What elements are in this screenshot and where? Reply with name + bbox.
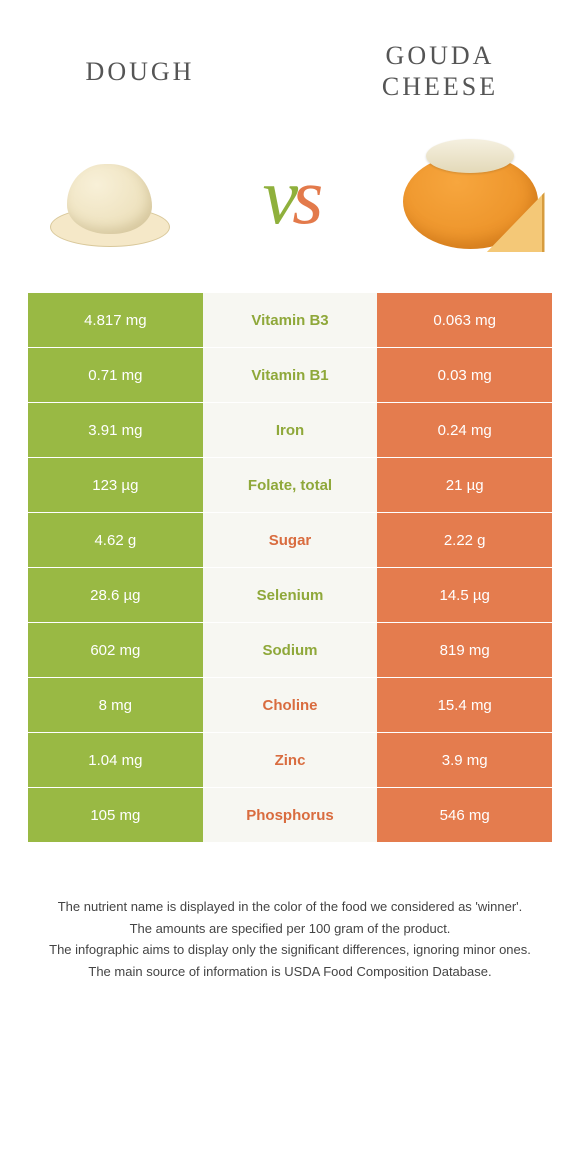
nutrient-name: Vitamin B1 [203, 348, 378, 402]
nutrient-name: Selenium [203, 568, 378, 622]
left-food-label: Dough [40, 56, 240, 87]
left-value: 123 µg [28, 458, 203, 512]
footer-line: The main source of information is USDA F… [30, 962, 550, 982]
nutrient-name: Choline [203, 678, 378, 732]
nutrient-name: Vitamin B3 [203, 293, 378, 347]
nutrient-name: Phosphorus [203, 788, 378, 842]
left-value: 1.04 mg [28, 733, 203, 787]
right-food-label: Gouda cheese [340, 40, 540, 102]
footer-line: The nutrient name is displayed in the co… [30, 897, 550, 917]
table-row: 8 mgCholine15.4 mg [28, 677, 552, 732]
nutrient-name: Sugar [203, 513, 378, 567]
right-value: 819 mg [377, 623, 552, 677]
dough-image [30, 132, 190, 262]
gouda-image [390, 132, 550, 262]
right-value: 0.03 mg [377, 348, 552, 402]
table-row: 4.62 gSugar2.22 g [28, 512, 552, 567]
table-row: 0.71 mgVitamin B10.03 mg [28, 347, 552, 402]
footer-line: The amounts are specified per 100 gram o… [30, 919, 550, 939]
left-value: 3.91 mg [28, 403, 203, 457]
table-row: 1.04 mgZinc3.9 mg [28, 732, 552, 787]
left-value: 0.71 mg [28, 348, 203, 402]
nutrient-name: Folate, total [203, 458, 378, 512]
right-value: 0.063 mg [377, 293, 552, 347]
left-value: 4.817 mg [28, 293, 203, 347]
table-row: 28.6 µgSelenium14.5 µg [28, 567, 552, 622]
right-value: 14.5 µg [377, 568, 552, 622]
right-value: 21 µg [377, 458, 552, 512]
table-row: 105 mgPhosphorus546 mg [28, 787, 552, 842]
table-row: 3.91 mgIron0.24 mg [28, 402, 552, 457]
table-row: 4.817 mgVitamin B30.063 mg [28, 292, 552, 347]
left-value: 8 mg [28, 678, 203, 732]
right-value: 3.9 mg [377, 733, 552, 787]
nutrient-name: Iron [203, 403, 378, 457]
left-value: 105 mg [28, 788, 203, 842]
vs-v: v [263, 152, 293, 243]
nutrient-table: 4.817 mgVitamin B30.063 mg0.71 mgVitamin… [28, 292, 552, 842]
left-value: 4.62 g [28, 513, 203, 567]
vs-label: vs [263, 152, 318, 243]
vs-s: s [292, 152, 317, 243]
table-row: 123 µgFolate, total21 µg [28, 457, 552, 512]
nutrient-name: Sodium [203, 623, 378, 677]
right-value: 546 mg [377, 788, 552, 842]
images-row: vs [0, 122, 580, 292]
footer-line: The infographic aims to display only the… [30, 940, 550, 960]
header: Dough Gouda cheese [0, 0, 580, 122]
right-value: 2.22 g [377, 513, 552, 567]
nutrient-name: Zinc [203, 733, 378, 787]
table-row: 602 mgSodium819 mg [28, 622, 552, 677]
left-value: 602 mg [28, 623, 203, 677]
right-value: 0.24 mg [377, 403, 552, 457]
footer-notes: The nutrient name is displayed in the co… [0, 842, 580, 981]
left-value: 28.6 µg [28, 568, 203, 622]
right-value: 15.4 mg [377, 678, 552, 732]
